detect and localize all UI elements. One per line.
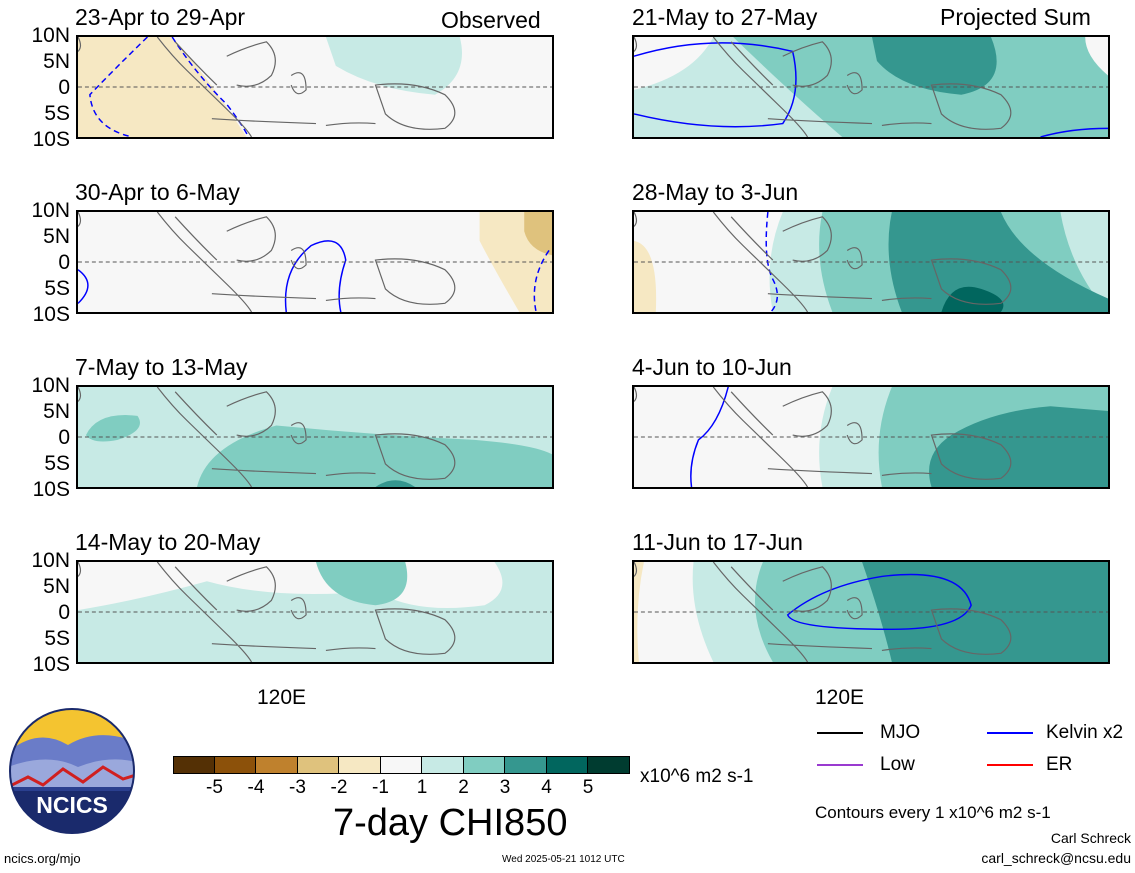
colorbar-swatch [588, 756, 630, 774]
map-panel [76, 560, 554, 664]
coastline [634, 562, 1012, 662]
lat-label: 5S [44, 277, 70, 300]
coastline [78, 387, 456, 487]
panel-title: 28-May to 3-Jun [632, 179, 799, 205]
lat-label: 10N [31, 374, 70, 397]
lat-label: 10S [32, 303, 70, 326]
lat-label: 0 [58, 601, 70, 624]
map-panel [632, 560, 1110, 664]
panel-title: 7-May to 13-May [75, 354, 248, 380]
mjo-legend-line [817, 732, 863, 734]
mjo-legend-label: MJO [880, 722, 921, 743]
colorbar-swatch [505, 756, 547, 774]
footer-timestamp: Wed 2025-05-21 1012 UTC [502, 854, 625, 865]
map-panel [76, 385, 554, 489]
coastline [78, 562, 456, 662]
lat-label: 5N [43, 50, 70, 73]
low-legend-label: Low [880, 754, 915, 775]
lat-label: 10N [31, 549, 70, 572]
map-panel [76, 35, 554, 139]
lat-label: 5N [43, 225, 70, 248]
panel-title: 23-Apr to 29-Apr [75, 4, 246, 30]
ncics-logo: NCICS [8, 707, 136, 835]
colorbar-swatch [297, 756, 339, 774]
panel-title: 11-Jun to 17-Jun [632, 529, 803, 555]
lat-label: 5S [44, 102, 70, 125]
kelvin-legend-line [987, 732, 1033, 734]
map-panel [632, 210, 1110, 314]
lat-label: 5N [43, 575, 70, 598]
lat-label: 5S [44, 627, 70, 650]
colorbar-swatch [546, 756, 588, 774]
map-panel [632, 385, 1110, 489]
colorbar-swatch [463, 756, 505, 774]
colorbar-swatch [380, 756, 422, 774]
footer-url[interactable]: ncics.org/mjo [4, 851, 81, 866]
observed-header: Observed [441, 7, 541, 33]
er-legend-label: ER [1046, 754, 1073, 775]
colorbar-tick-label: -5 [206, 777, 223, 798]
lat-label: 10S [32, 128, 70, 151]
contours-note: Contours every 1 x10^6 m2 s-1 [815, 803, 1051, 822]
colorbar-tick-label: -3 [289, 777, 306, 798]
lat-label: 0 [58, 76, 70, 99]
colorbar-tick-label: 1 [416, 777, 428, 798]
colorbar-tick-label: -1 [372, 777, 389, 798]
footer-email[interactable]: carl_schreck@ncsu.edu [981, 850, 1131, 866]
projected-header: Projected Sum [940, 4, 1091, 30]
lon-label: 120E [257, 686, 307, 709]
er-legend-line [987, 764, 1033, 766]
colorbar-swatch [256, 756, 298, 774]
lat-label: 5S [44, 452, 70, 475]
panel-title: 30-Apr to 6-May [75, 179, 240, 205]
colorbar-swatch [214, 756, 256, 774]
coastline [634, 212, 1012, 312]
lat-label: 10S [32, 653, 70, 676]
lon-label: 120E [815, 686, 865, 709]
lat-label: 10S [32, 478, 70, 501]
lat-label: 0 [58, 426, 70, 449]
colorbar-swatch [173, 756, 215, 774]
coastline [78, 212, 456, 312]
colorbar-swatch [339, 756, 381, 774]
coastline [634, 387, 1012, 487]
footer-author: Carl Schreck [1050, 830, 1131, 846]
lat-label: 5N [43, 400, 70, 423]
lat-label: 10N [31, 199, 70, 222]
panel-title: 21-May to 27-May [632, 4, 818, 30]
map-panel [76, 210, 554, 314]
colorbar-tick-label: -4 [247, 777, 265, 798]
coastline [78, 37, 456, 137]
colorbar-tick-label: 2 [458, 777, 469, 798]
colorbar-tick-label: -2 [330, 777, 348, 798]
coastline [634, 37, 1012, 137]
low-legend-line [817, 764, 863, 766]
colorbar-title: 7-day CHI850 [333, 802, 568, 844]
colorbar-tick-label: 3 [499, 777, 511, 798]
logo-text: NCICS [36, 792, 108, 818]
map-panel [632, 35, 1110, 139]
colorbar-swatch [422, 756, 464, 774]
panel-title: 14-May to 20-May [75, 529, 261, 555]
colorbar-units: x10^6 m2 s-1 [640, 766, 754, 787]
colorbar-tick-label: 5 [582, 777, 594, 798]
lat-label: 10N [31, 24, 70, 47]
colorbar-tick-label: 4 [541, 777, 552, 798]
kelvin-legend-label: Kelvin x2 [1046, 722, 1124, 743]
panel-title: 4-Jun to 10-Jun [632, 354, 792, 380]
lat-label: 0 [58, 251, 70, 274]
